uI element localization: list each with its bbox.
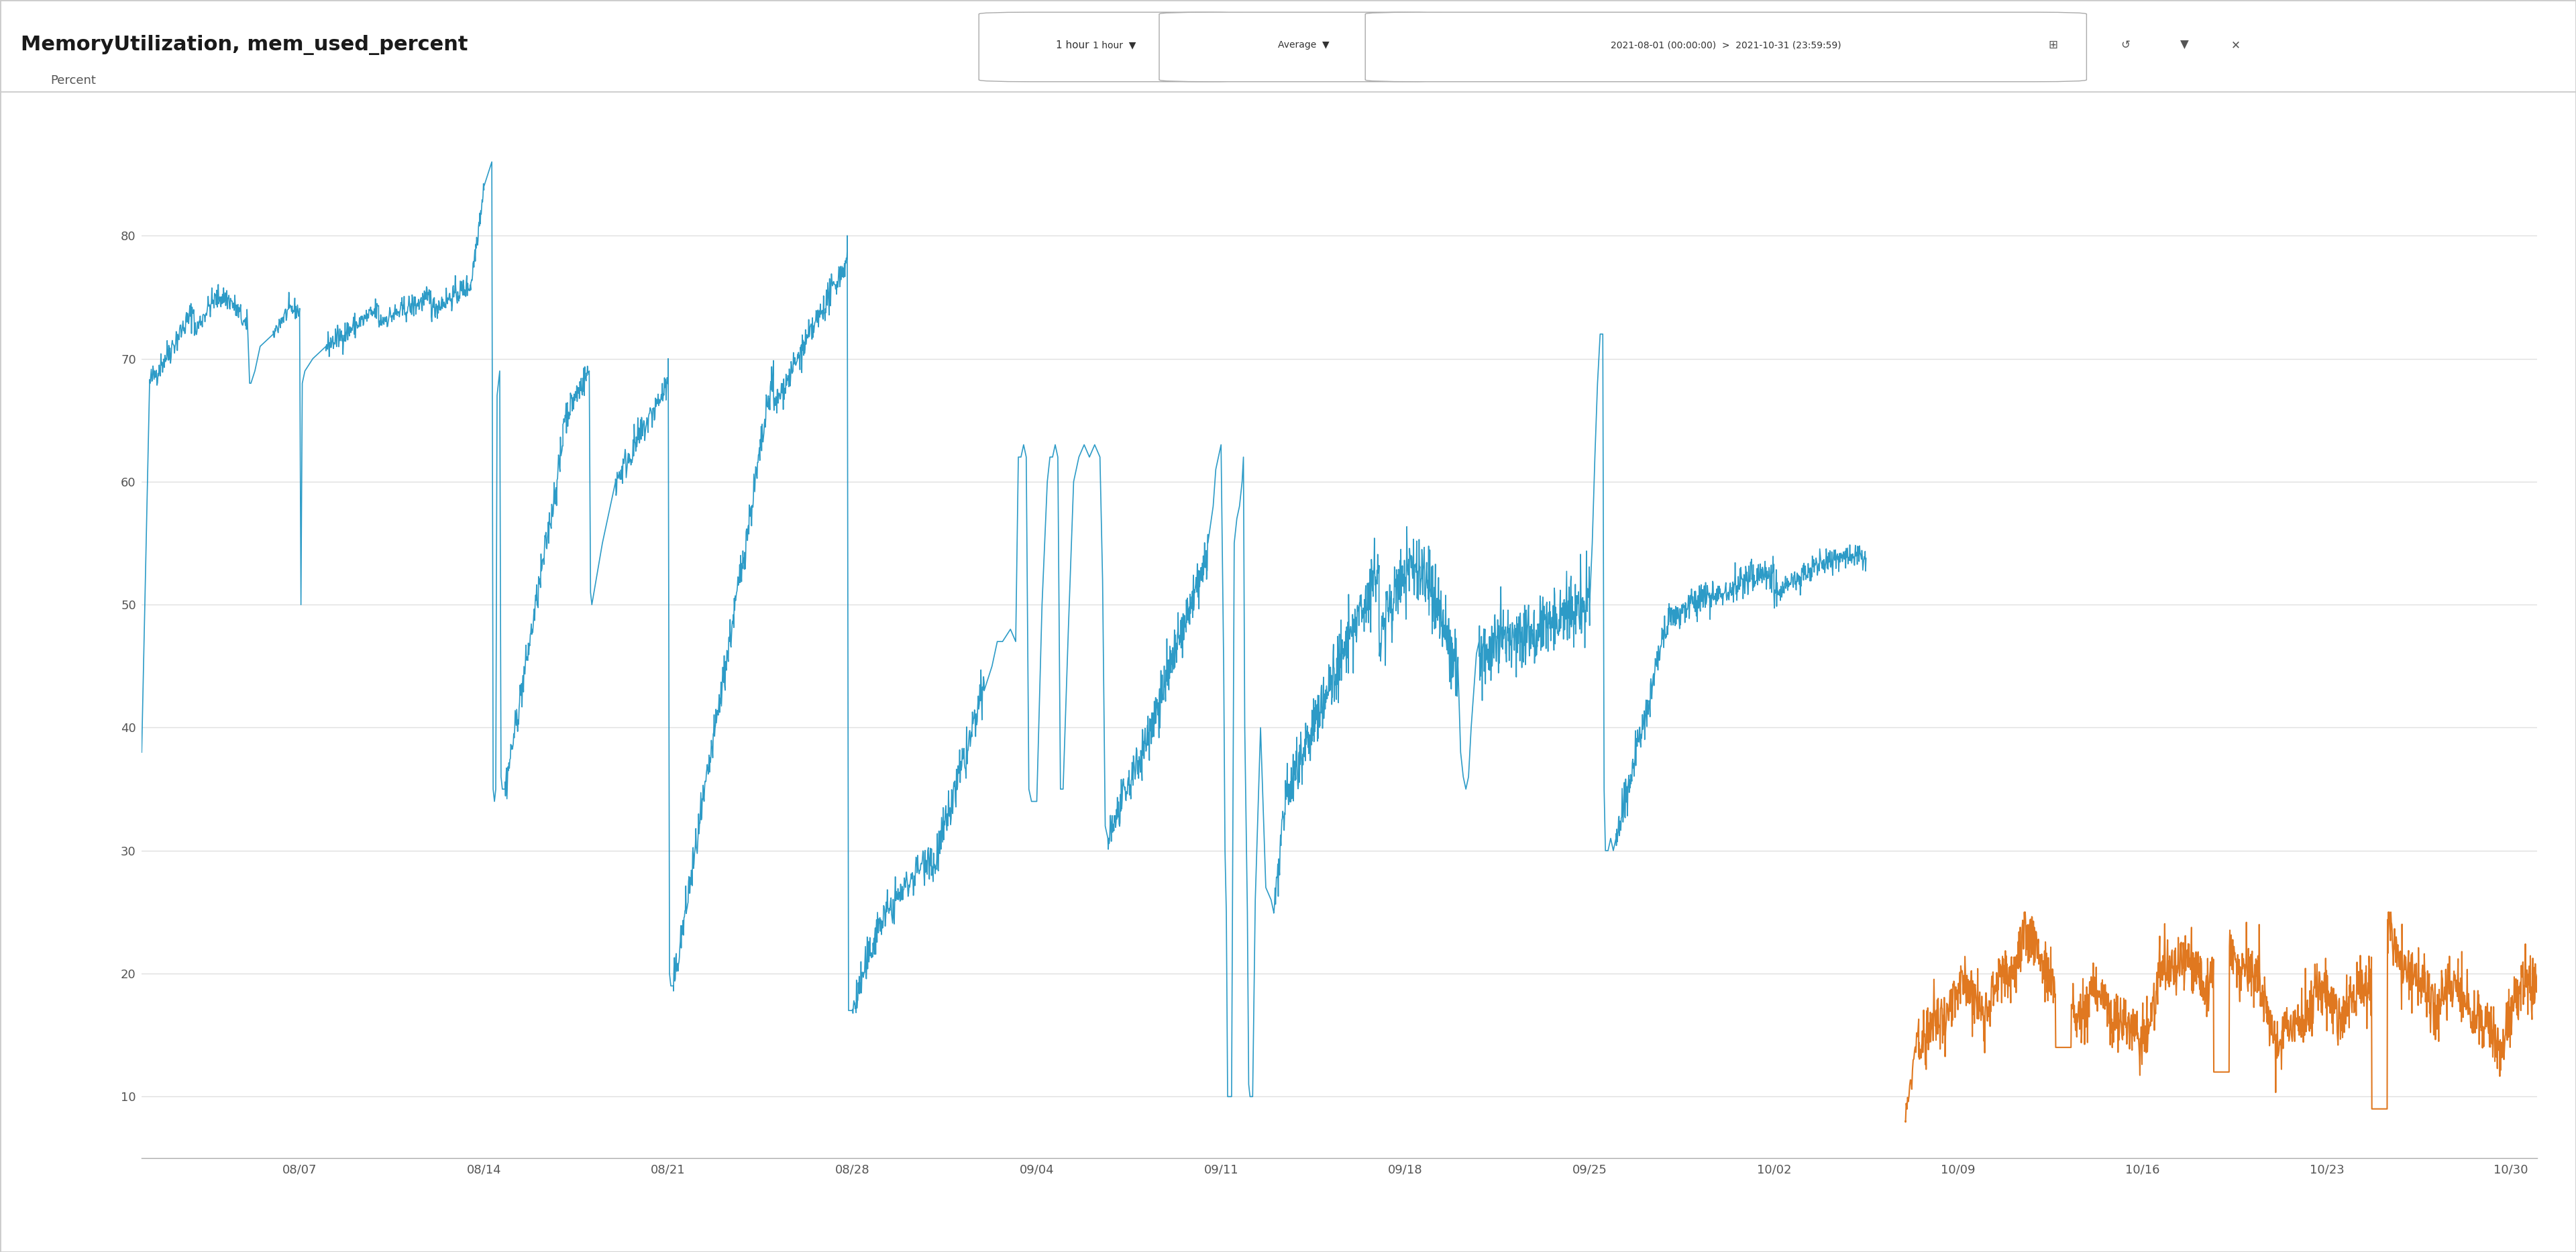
Text: 2021-08-01 (00:00:00)  >  2021-10-31 (23:59:59): 2021-08-01 (00:00:00) > 2021-10-31 (23:5… [1610,40,1842,50]
FancyBboxPatch shape [979,13,1249,81]
Text: 1 hour  ▼: 1 hour ▼ [1092,40,1136,50]
Text: Percent: Percent [52,74,95,86]
Text: Average  ▼: Average ▼ [1278,40,1329,50]
Text: ⊞: ⊞ [2048,39,2058,51]
Text: 1 hour: 1 hour [1056,40,1090,50]
Text: ▼: ▼ [2179,39,2190,51]
Text: ✕: ✕ [2231,39,2241,51]
Text: MemoryUtilization, mem_used_percent: MemoryUtilization, mem_used_percent [21,35,469,55]
Text: ↺: ↺ [2120,39,2130,51]
FancyBboxPatch shape [1159,13,1448,81]
FancyBboxPatch shape [1365,13,2087,81]
